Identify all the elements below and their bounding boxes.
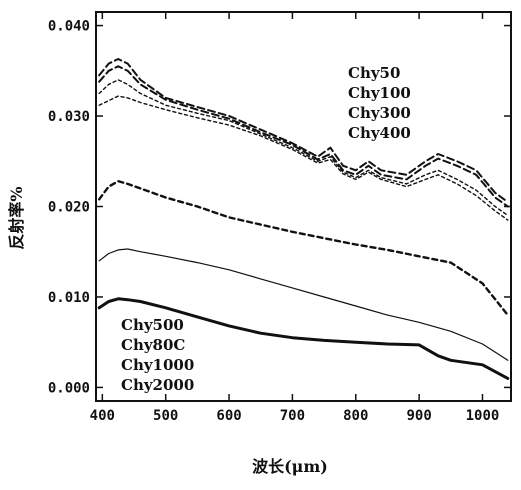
legend-label: Chy80C — [121, 336, 185, 354]
legend-label: Chy100 — [348, 84, 411, 102]
y-tick-label: 0.030 — [48, 109, 90, 125]
x-tick-label: 400 — [90, 408, 115, 424]
x-axis-title: 波长(μm) — [252, 457, 328, 476]
legend-label: Chy500 — [121, 316, 184, 334]
x-tick-label: 700 — [280, 408, 305, 424]
legend-label: Chy50 — [348, 64, 400, 82]
legend-label: Chy300 — [348, 104, 411, 122]
x-tick-label: 900 — [406, 408, 431, 424]
series-line-7 — [97, 297, 510, 380]
y-axis: 0.000 0.010 0.020 0.030 0.040 — [48, 19, 511, 396]
legend-upper-group: Chy50 Chy100 Chy300 Chy400 — [348, 64, 411, 142]
series-line-2 — [98, 65, 509, 208]
x-tick-label: 800 — [343, 408, 368, 424]
x-tick-label: 600 — [216, 408, 241, 424]
y-tick-label: 0.020 — [48, 200, 90, 216]
series-line-6 — [98, 248, 509, 361]
x-axis: 400 500 600 700 800 900 1000 — [90, 12, 500, 424]
legend-label: Chy1000 — [121, 356, 194, 374]
x-tick-label: 500 — [153, 408, 178, 424]
y-tick-label: 0.000 — [48, 380, 90, 396]
y-tick-label: 0.040 — [48, 19, 90, 35]
series-line-1 — [98, 58, 509, 203]
legend-label: Chy2000 — [121, 376, 194, 394]
x-tick-label: 1000 — [466, 408, 500, 424]
legend-label: Chy400 — [348, 124, 411, 142]
y-tick-label: 0.010 — [48, 290, 90, 306]
series-group — [97, 58, 510, 380]
series-line-3 — [98, 79, 509, 217]
series-line-5 — [98, 180, 509, 317]
series-line-4 — [98, 95, 509, 221]
legend-lower-group: Chy500 Chy80C Chy1000 Chy2000 — [121, 316, 194, 394]
y-axis-title: 反射率% — [7, 186, 26, 249]
